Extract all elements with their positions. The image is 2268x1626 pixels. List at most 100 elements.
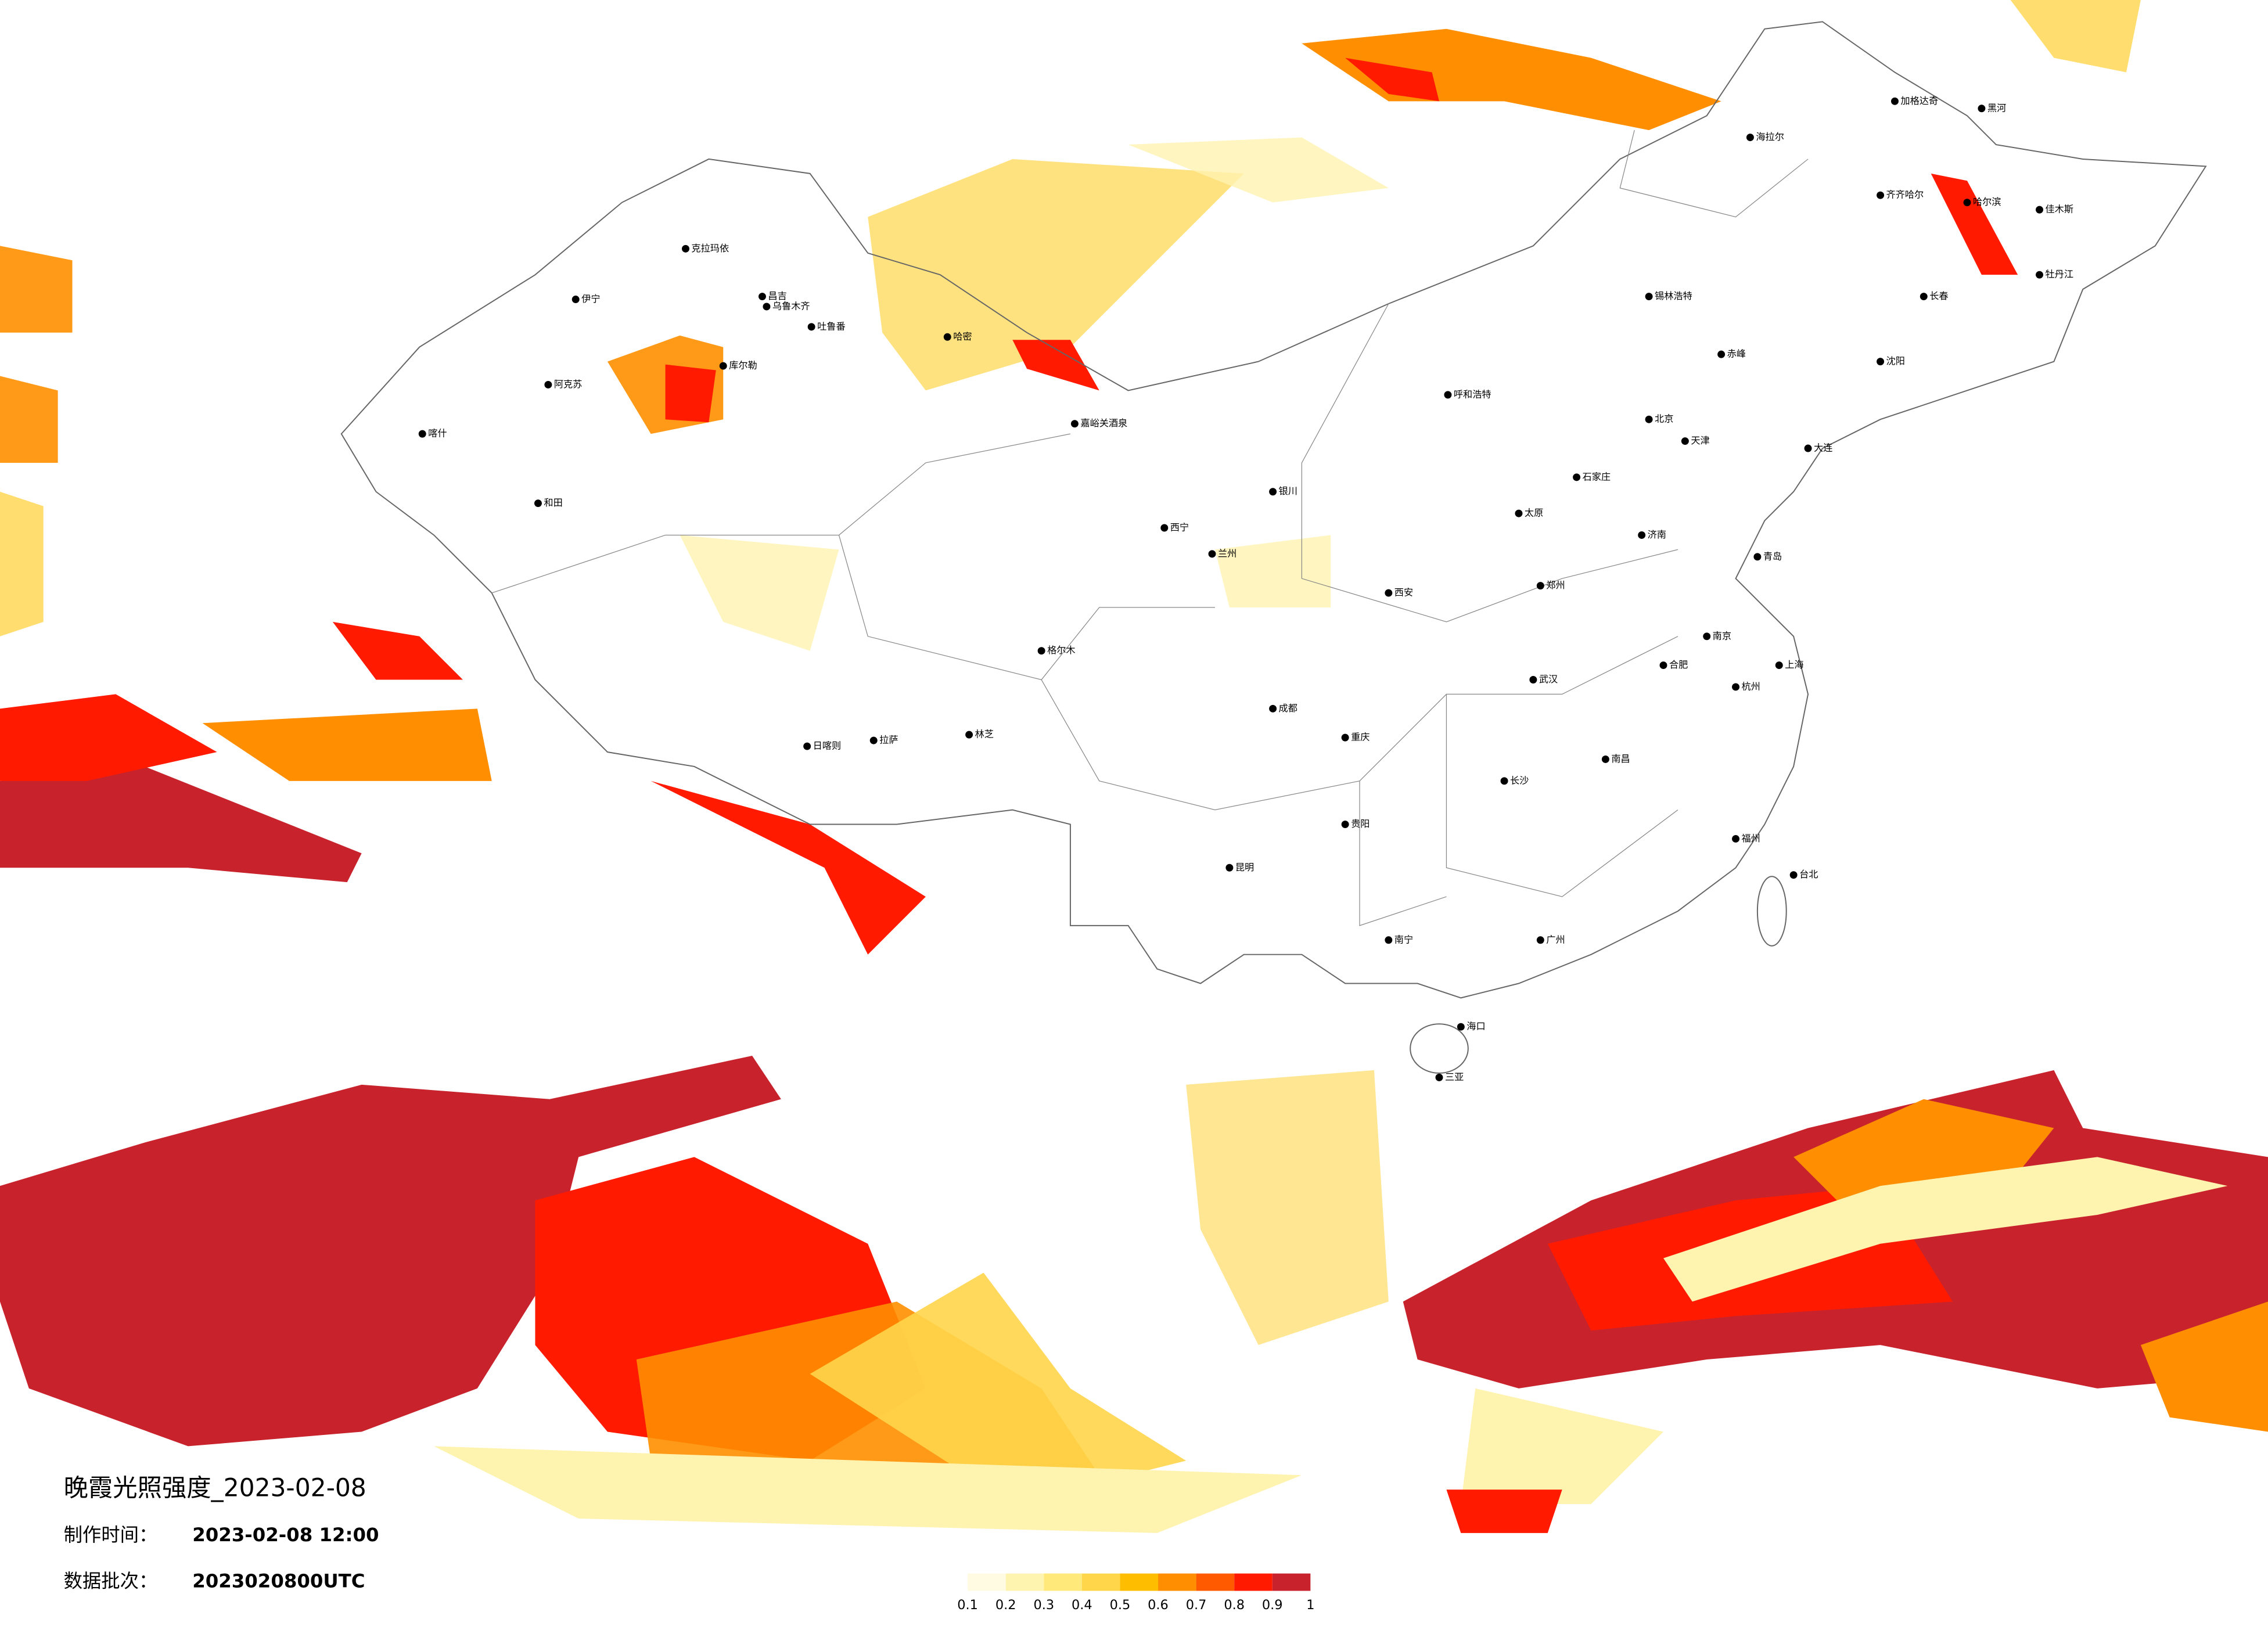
city-dot (1804, 444, 1812, 452)
heat-blob (1214, 535, 1331, 607)
heat-blob (1446, 1490, 1562, 1533)
city-label: 兰州 (1218, 548, 1237, 559)
city-dot (1601, 756, 1609, 763)
city-dot (1978, 105, 1986, 113)
city-dot (965, 731, 973, 739)
heat-blob (1345, 57, 1439, 102)
city-dot (1963, 199, 1971, 207)
city-dot (1457, 1023, 1465, 1031)
city-label: 牡丹江 (2045, 269, 2073, 280)
heat-blob (810, 1272, 1187, 1505)
city-label: 海拉尔 (1756, 131, 1784, 142)
city-label: 和田 (544, 497, 562, 508)
colorbar-swatch (1120, 1573, 1159, 1591)
city-label: 北京 (1655, 413, 1673, 425)
city-dot (1435, 1073, 1443, 1081)
colorbar-swatch (1044, 1573, 1082, 1591)
city-label: 昆明 (1235, 862, 1254, 873)
colorbar-tick-label: 0.3 (1033, 1598, 1054, 1613)
city-label: 林芝 (975, 729, 994, 740)
heat-blob (0, 376, 58, 463)
colorbar-tick-label: 0.9 (1262, 1598, 1283, 1613)
city-label: 哈密 (953, 331, 972, 342)
city-dot (807, 323, 815, 331)
city-label: 合肥 (1669, 659, 1688, 670)
colorbar-swatch (1081, 1573, 1120, 1591)
city-label: 赤峰 (1727, 348, 1746, 359)
city-label: 大连 (1814, 443, 1832, 454)
city-dot (1746, 134, 1754, 142)
city-dot (1659, 661, 1667, 670)
heat-blob (868, 159, 1244, 391)
city-dot (1269, 488, 1277, 496)
city-label: 格尔木 (1047, 645, 1076, 656)
city-label: 库尔勒 (729, 360, 757, 371)
heat-blob (0, 246, 73, 333)
made-time-value: 2023-02-08 12:00 (192, 1524, 379, 1546)
batch-value: 2023020800UTC (192, 1570, 365, 1592)
city-label: 太原 (1525, 508, 1543, 519)
city-dot (534, 499, 542, 508)
city-label: 杭州 (1741, 681, 1760, 692)
heat-blob (1012, 340, 1099, 391)
heat-blob (1186, 1070, 1389, 1346)
city-dot (1645, 415, 1653, 423)
city-label: 沈阳 (1886, 355, 1905, 366)
heat-blob (650, 780, 926, 955)
colorbar-tick-label: 0.7 (1186, 1598, 1207, 1613)
city-dot (572, 296, 580, 303)
city-label: 阿克苏 (554, 379, 583, 390)
city-label: 昌吉 (768, 290, 786, 301)
city-label: 齐齐哈尔 (1886, 189, 1924, 200)
city-dot (1500, 777, 1508, 785)
heat-blob (1931, 173, 2018, 275)
city-label: 佳木斯 (2045, 204, 2073, 215)
city-dot (1269, 704, 1277, 713)
city-dot (719, 362, 727, 370)
city-dot (544, 380, 552, 388)
heat-blob (1461, 1388, 1663, 1505)
city-dot (1070, 420, 1079, 428)
hainan (1410, 1023, 1469, 1074)
colorbar-tick-label: 0.8 (1224, 1598, 1245, 1613)
city-dot (1341, 821, 1349, 829)
heat-blob (202, 708, 492, 781)
city-dot (418, 430, 426, 438)
city-dot (1732, 683, 1739, 691)
city-label: 南昌 (1611, 753, 1630, 764)
city-dot (1877, 191, 1885, 199)
taiwan (1756, 876, 1787, 947)
city-dot (1703, 632, 1711, 641)
colorbar: 0.1 0.2 0.3 0.4 0.5 0.6 0.7 0.8 0.9 1 (957, 1573, 1314, 1613)
city-label: 吐鲁番 (817, 321, 846, 332)
city-dot (1775, 661, 1783, 670)
city-label: 哈尔滨 (1973, 196, 2001, 207)
city-dot (1536, 582, 1544, 590)
city-label: 黑河 (1987, 102, 2006, 113)
city-dot (681, 244, 689, 253)
city-dot (943, 333, 951, 341)
colorbar-tick-label: 1 (1306, 1598, 1314, 1613)
city-label: 长春 (1929, 290, 1948, 301)
city-dot (1385, 936, 1393, 944)
city-label: 乌鲁木齐 (772, 300, 810, 311)
city-label: 锡林浩特 (1655, 290, 1692, 301)
colorbar-tick-label: 0.5 (1110, 1598, 1131, 1613)
city-dot (1645, 293, 1653, 301)
city-dot (1717, 350, 1726, 358)
city-dot (1385, 589, 1393, 597)
city-dot (2036, 271, 2043, 279)
city-dot (803, 742, 811, 750)
city-dot (1732, 834, 1739, 843)
city-label: 西安 (1394, 587, 1413, 598)
colorbar-swatch (1196, 1573, 1235, 1591)
city-dot (1529, 676, 1537, 684)
heat-layer (0, 0, 2268, 1533)
heat-blob (2140, 1301, 2268, 1432)
city-dot (1341, 733, 1349, 742)
city-label: 成都 (1279, 703, 1297, 714)
city-label: 拉萨 (879, 735, 898, 746)
city-label: 武汉 (1539, 674, 1558, 685)
heat-blob (665, 364, 716, 423)
